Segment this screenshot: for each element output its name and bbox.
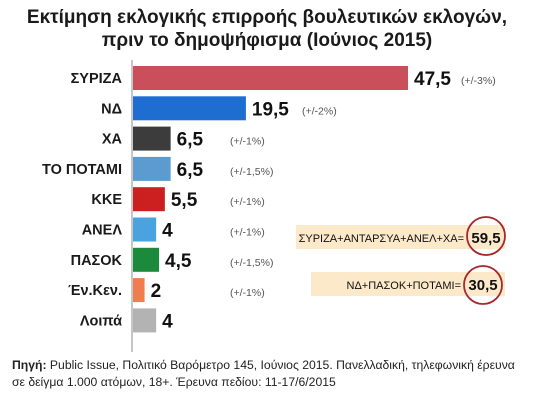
value-label: 4 (162, 311, 173, 332)
margin-of-error-label: (+/-1,5%) (230, 166, 273, 178)
annotation-label: ΣΥΡΙΖΑ+ΑΝΤΑΡΣΥΑ+ΑΝΕΛ+ΧΑ= (299, 233, 464, 245)
bar (133, 156, 171, 181)
value-label: 47,5 (414, 69, 451, 90)
value-label: 19,5 (252, 99, 289, 120)
category-label: ΝΔ (101, 101, 122, 117)
margin-of-error-label: (+/-3%) (461, 75, 496, 87)
value-label: 2 (151, 281, 162, 302)
chart-title-line-2: πριν το δημοψήφισμα (Ιούνιος 2015) (101, 30, 433, 51)
source-note: Πηγή: Public Issue, Πολιτικό Βαρόμετρο 1… (12, 357, 527, 391)
source-text: Public Issue, Πολιτικό Βαρόμετρο 145, Ιο… (12, 358, 515, 389)
bar (133, 217, 157, 242)
bar (133, 308, 157, 333)
margin-of-error-label: (+/-1%) (230, 287, 265, 299)
bar (133, 96, 246, 121)
bar (133, 187, 165, 212)
category-label: ΤΟ ΠΟΤΑΜΙ (42, 162, 122, 178)
value-label: 6,5 (177, 130, 204, 151)
annotation-box (311, 272, 505, 296)
category-label: ΧΑ (102, 132, 123, 148)
category-label: Λοιπά (80, 313, 122, 329)
annotation-value: 30,5 (468, 277, 497, 294)
category-label: ΚΚΕ (91, 192, 122, 208)
value-label: 4 (162, 221, 173, 242)
margin-of-error-label: (+/-1%) (230, 227, 265, 239)
bar (133, 126, 171, 151)
bar (133, 278, 145, 303)
category-label: ΠΑΣΟΚ (71, 253, 123, 269)
margin-of-error-label: (+/-2%) (302, 105, 337, 117)
source-label: Πηγή: (12, 358, 47, 372)
annotation-label: ΝΔ+ΠΑΣΟΚ+ΠΟΤΑΜΙ= (347, 280, 462, 292)
bar (133, 247, 160, 272)
chart-title-line-1: Εκτίμηση εκλογικής επιρροής βουλευτικών … (26, 7, 508, 28)
annotation-circle (463, 265, 503, 305)
value-label: 5,5 (171, 190, 198, 211)
value-label: 6,5 (177, 160, 204, 181)
category-label: ΣΥΡΙΖΑ (71, 71, 123, 87)
value-label: 4,5 (165, 251, 192, 272)
margin-of-error-label: (+/-1,5%) (230, 257, 273, 269)
annotation-circle (466, 216, 506, 256)
category-label: ΑΝΕΛ (82, 223, 123, 239)
annotation-value: 59,5 (471, 230, 500, 247)
margin-of-error-label: (+/-1%) (230, 196, 265, 208)
bar (133, 66, 409, 90)
margin-of-error-label: (+/-1%) (230, 136, 265, 148)
category-label: Έν.Κεν. (68, 283, 122, 299)
